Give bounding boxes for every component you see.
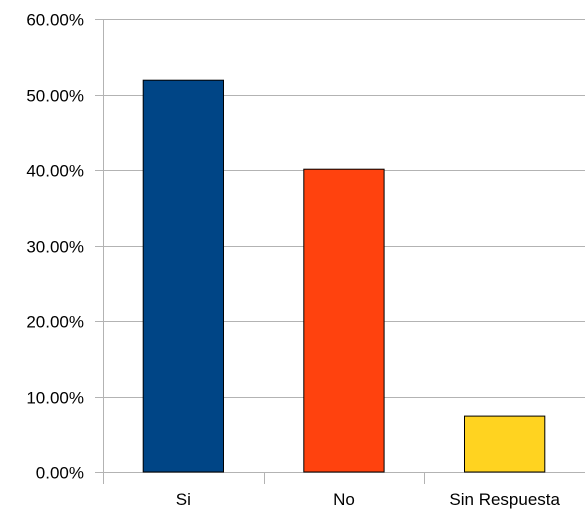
bar-si	[142, 79, 224, 473]
tick-labels: 0.00% 10.00% 20.00% 30.00% 40.00% 50.00% 60.00…	[26, 11, 560, 510]
y-tick-label: 50.00%	[26, 87, 84, 106]
y-tick-label: 0.00%	[36, 464, 84, 483]
y-tick-label: 60.00%	[26, 11, 84, 30]
y-tick-label: 30.00%	[26, 238, 84, 257]
axes	[103, 19, 425, 484]
y-tick-label: 20.00%	[26, 313, 84, 332]
x-tick-label: Sin Respuesta	[449, 490, 560, 509]
y-tick-label: 40.00%	[26, 162, 84, 181]
bar-no	[303, 168, 385, 473]
bars	[142, 79, 546, 473]
y-tick-label: 10.00%	[26, 389, 84, 408]
bar-sin-respuesta	[464, 415, 546, 473]
x-tick-label: No	[333, 490, 355, 509]
x-tick-label: Si	[176, 490, 191, 509]
